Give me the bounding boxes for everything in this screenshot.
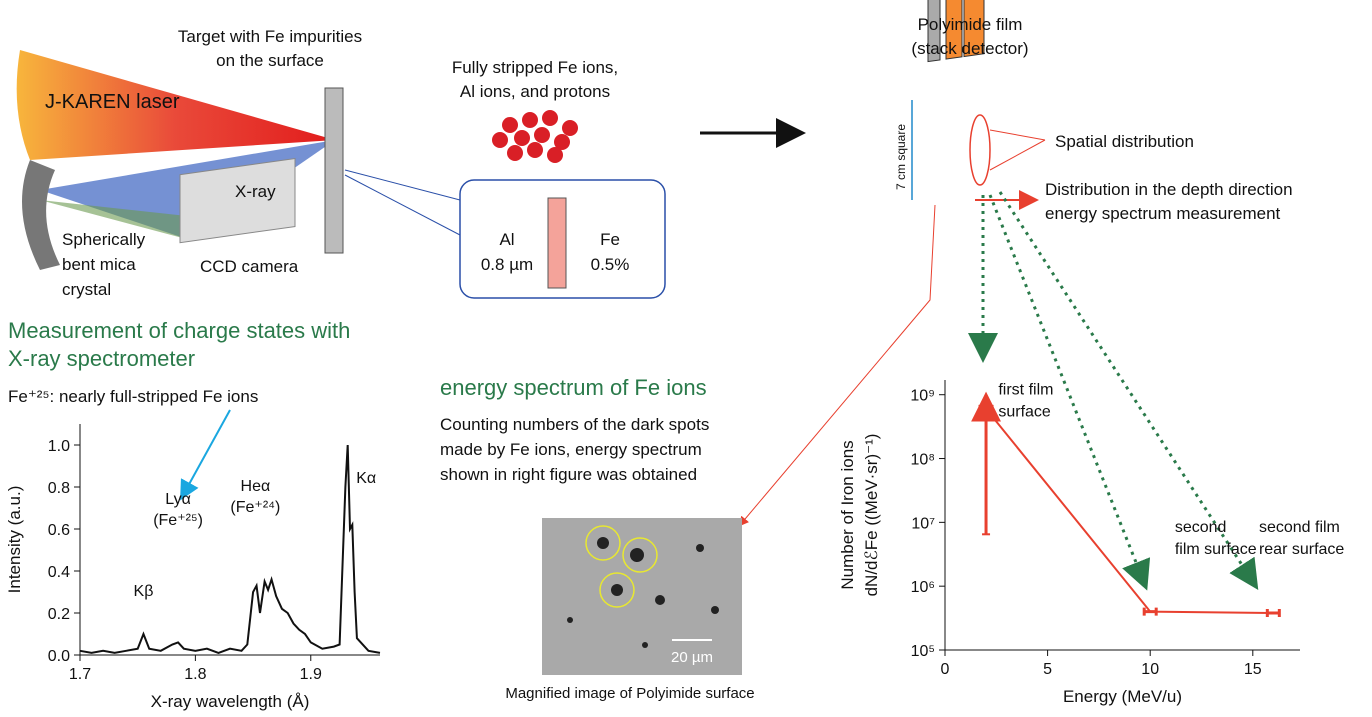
annotation: Heα (241, 478, 271, 495)
annotation: Lyα (165, 491, 191, 508)
x-axis-label: Energy (MeV/u) (1063, 687, 1182, 706)
label: energy spectrum measurement (1045, 204, 1281, 223)
label: shown in right figure was obtained (440, 465, 697, 484)
x-tick-label: 1.7 (69, 666, 91, 683)
label: on the surface (216, 51, 324, 70)
scale-label: 20 µm (671, 649, 713, 666)
data-point (1144, 608, 1156, 616)
y-tick-label: 10⁸ (910, 452, 935, 469)
label: Distribution in the depth direction (1045, 180, 1293, 199)
x-tick-label: 15 (1244, 661, 1262, 678)
x-tick-label: 10 (1141, 661, 1159, 678)
label: crystal (62, 280, 111, 299)
heading: energy spectrum of Fe ions (440, 375, 707, 400)
annotation: (Fe⁺²⁴) (230, 499, 280, 516)
annotation: Kβ (134, 583, 154, 600)
label: Target with Fe impurities (178, 27, 362, 46)
label: made by Fe ions, energy spectrum (440, 440, 702, 459)
y-tick-label: 1.0 (48, 438, 70, 455)
heading: Measurement of charge states with (8, 318, 350, 343)
annotation: film surface (1175, 541, 1257, 558)
y-tick-label: 10⁷ (911, 515, 935, 532)
label: J-KAREN laser (45, 91, 180, 113)
label: Fe (600, 230, 620, 249)
y-tick-label: 10⁵ (911, 643, 935, 660)
data-point (1267, 609, 1279, 617)
y-tick-label: 0.6 (48, 522, 70, 539)
y-tick-label: 10⁶ (911, 579, 935, 596)
caption: Magnified image of Polyimide surface (505, 685, 754, 702)
label: 0.8 µm (481, 255, 533, 274)
label: 0.5% (591, 255, 630, 274)
axis (80, 424, 380, 655)
label: Fully stripped Fe ions, (452, 58, 618, 77)
x-tick-label: 0 (941, 661, 950, 678)
label: Counting numbers of the dark spots (440, 415, 709, 434)
annotation: (Fe⁺²⁵) (153, 512, 203, 529)
x-tick-label: 1.8 (184, 666, 206, 683)
y-axis-label: Number of Iron ions (838, 440, 857, 589)
x-tick-label: 1.9 (300, 666, 322, 683)
annotation: rear surface (1259, 541, 1344, 558)
label: X-ray (235, 182, 276, 201)
label: 7 cm square (894, 124, 908, 190)
annotation: second film (1259, 519, 1340, 536)
y-tick-label: 0.2 (48, 606, 70, 623)
annotation: Kα (356, 470, 376, 487)
annotation: second (1175, 519, 1227, 536)
y-tick-label: 0.8 (48, 480, 70, 497)
annotation: first film (998, 382, 1053, 399)
label: (stack detector) (911, 39, 1028, 58)
label: CCD camera (200, 257, 299, 276)
heading: X-ray spectrometer (8, 346, 195, 371)
y-tick-label: 0.0 (48, 648, 70, 665)
annotation: surface (998, 404, 1051, 421)
x-axis-label: X-ray wavelength (Å) (151, 692, 310, 711)
y-tick-label: 10⁹ (910, 388, 935, 405)
y-axis-label: dN/dℰFe ((MeV·sr)⁻¹) (862, 434, 881, 597)
data-line (80, 445, 380, 653)
figure: Target with Fe impurities on the surface… (0, 0, 1372, 717)
x-tick-label: 5 (1043, 661, 1052, 678)
label: Polyimide film (918, 15, 1023, 34)
y-tick-label: 0.4 (48, 564, 70, 581)
data-line (986, 409, 1273, 613)
label: Fe⁺²⁵: nearly full-stripped Fe ions (8, 387, 258, 406)
label: Spherically (62, 230, 146, 249)
label: Al ions, and protons (460, 82, 610, 101)
label: Al (499, 230, 514, 249)
label: Spatial distribution (1055, 132, 1194, 151)
y-axis-label: Intensity (a.u.) (5, 486, 24, 594)
label: bent mica (62, 255, 136, 274)
